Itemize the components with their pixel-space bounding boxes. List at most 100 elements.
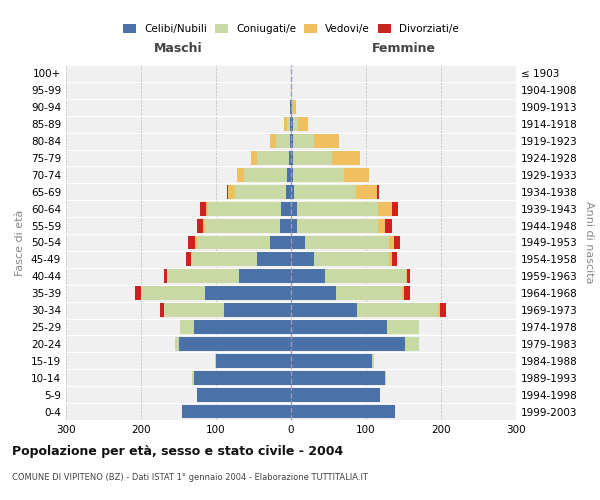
Bar [331,151,360,165]
Bar [314,134,339,148]
Bar [293,134,314,148]
Bar [160,303,163,317]
Bar [193,320,291,334]
Text: COMUNE DI VIPITENO (BZ) - Dati ISTAT 1° gennaio 2004 - Elaborazione TUTTITALIA.I: COMUNE DI VIPITENO (BZ) - Dati ISTAT 1° … [12,472,368,482]
Bar [291,185,294,198]
Text: Popolazione per età, sesso e stato civile - 2004: Popolazione per età, sesso e stato civil… [12,445,343,458]
Bar [286,185,291,198]
Bar [208,202,281,215]
Bar [392,252,397,266]
Bar [205,218,280,232]
Bar [197,218,203,232]
Bar [314,252,389,266]
Bar [291,354,372,368]
Bar [293,168,344,182]
Bar [291,320,387,334]
Bar [235,185,286,198]
Bar [284,117,287,131]
Bar [291,236,305,250]
Bar [251,151,257,165]
Bar [163,303,223,317]
Bar [290,134,291,148]
Bar [291,202,297,215]
Bar [287,168,291,182]
Bar [175,337,179,351]
Bar [270,236,291,250]
Bar [270,134,276,148]
Bar [291,371,385,384]
Bar [206,202,208,215]
Bar [291,337,405,351]
Bar [291,84,292,98]
Y-axis label: Anni di nascita: Anni di nascita [584,201,594,284]
Bar [257,252,291,266]
Bar [293,100,296,114]
Bar [227,185,228,198]
Bar [141,286,205,300]
Bar [290,100,291,114]
Bar [406,270,407,283]
Bar [294,185,355,198]
Bar [336,286,402,300]
Bar [195,236,197,250]
Bar [276,134,290,148]
Bar [180,320,193,334]
Bar [291,117,293,131]
Bar [291,218,297,232]
Bar [389,236,394,250]
Bar [344,168,369,182]
Bar [197,388,291,402]
Bar [182,404,291,418]
Text: Maschi: Maschi [154,42,203,55]
Bar [164,270,167,283]
Bar [291,100,292,114]
Bar [404,286,409,300]
Bar [188,236,195,250]
Bar [280,218,291,232]
Bar [387,320,419,334]
Bar [287,117,290,131]
Bar [392,202,398,215]
Bar [293,151,331,165]
Bar [293,117,298,131]
Bar [439,303,445,317]
Bar [186,252,191,266]
Bar [192,371,193,384]
Bar [291,134,293,148]
Bar [167,270,239,283]
Bar [394,236,400,250]
Bar [291,388,380,402]
Text: Femmine: Femmine [371,42,436,55]
Bar [191,252,257,266]
Bar [291,286,336,300]
Bar [357,303,438,317]
Y-axis label: Fasce di età: Fasce di età [16,210,25,276]
Bar [291,168,293,182]
Bar [223,303,291,317]
Bar [377,185,379,198]
Bar [216,354,291,368]
Bar [228,185,235,198]
Bar [237,168,244,182]
Bar [372,354,374,368]
Bar [402,286,404,300]
Bar [385,218,392,232]
Bar [325,270,406,283]
Bar [407,270,410,283]
Bar [197,236,270,250]
Bar [291,404,395,418]
Bar [257,151,289,165]
Bar [298,117,308,131]
Bar [205,286,291,300]
Bar [244,168,287,182]
Bar [405,337,419,351]
Bar [239,270,291,283]
Bar [438,303,439,317]
Bar [389,252,392,266]
Bar [193,371,291,384]
Bar [281,202,291,215]
Bar [203,218,205,232]
Bar [297,202,378,215]
Bar [355,185,377,198]
Bar [378,218,385,232]
